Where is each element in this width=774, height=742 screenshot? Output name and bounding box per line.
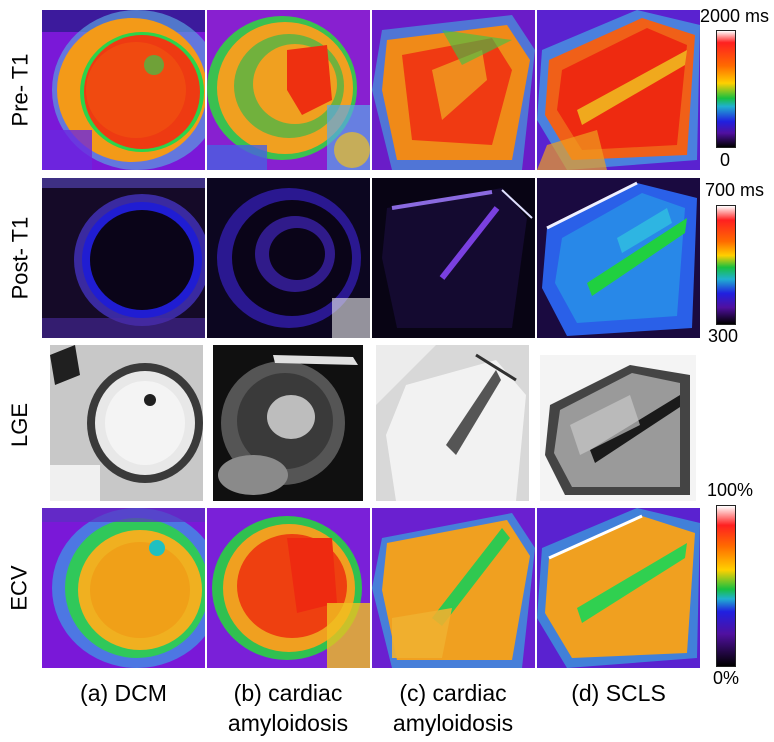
ecv-colorbar-max: 100% [707, 480, 754, 500]
column-label-line2: amyloidosis [227, 710, 349, 736]
column-label-amyloidosis-2: (c) cardiac amyloidosis [368, 678, 538, 738]
column-label-line2: amyloidosis [392, 710, 514, 736]
column-label-line1: (d) SCLS [571, 680, 666, 706]
pre-t1-colorbar-max: 2000 ms [700, 6, 770, 26]
column-label-line1: (b) cardiac [233, 680, 343, 706]
column-label-dcm: (a) DCM [42, 678, 205, 708]
row-label-text: LGE [7, 402, 32, 448]
ecv-colorbar-min: 0% [713, 668, 740, 688]
column-label-amyloidosis-1: (b) cardiac amyloidosis [203, 678, 373, 738]
post-t1-colorbar-max: 700 ms [705, 180, 765, 200]
column-label-line1: (c) cardiac [399, 680, 507, 706]
row-label-pre-t1: Pre- T1 [0, 10, 40, 170]
pre-t1-image-amyloidosis-short-axis [207, 10, 370, 170]
lge-image-amyloidosis-four-chamber [376, 345, 529, 501]
ecv-image-amyloidosis-short-axis [207, 508, 370, 668]
pre-t1-image-amyloidosis-four-chamber [372, 10, 535, 170]
row-label-text: ECV [7, 565, 32, 611]
ecv-image-dcm [42, 508, 205, 668]
column-label-line1: (a) DCM [80, 680, 167, 706]
row-label-post-t1: Post- T1 [0, 178, 40, 338]
row-label-text: Post- T1 [7, 216, 32, 300]
post-t1-image-dcm [42, 178, 205, 338]
ecv-image-amyloidosis-four-chamber [372, 508, 535, 668]
post-t1-colorbar [716, 205, 736, 325]
post-t1-image-amyloidosis-four-chamber [372, 178, 535, 338]
pre-t1-colorbar-min: 0 [720, 150, 731, 170]
lge-image-dcm [50, 345, 203, 501]
column-label-scls: (d) SCLS [537, 678, 700, 708]
pre-t1-colorbar [716, 30, 736, 148]
ecv-image-scls [537, 508, 700, 668]
post-t1-image-amyloidosis-short-axis [207, 178, 370, 338]
pre-t1-image-scls [537, 10, 700, 170]
pre-t1-image-dcm [42, 10, 205, 170]
row-label-lge: LGE [0, 345, 40, 505]
post-t1-image-scls [537, 178, 700, 338]
post-t1-colorbar-min: 300 [708, 326, 739, 346]
lge-image-scls [540, 355, 696, 501]
ecv-colorbar [716, 505, 736, 667]
lge-image-amyloidosis-short-axis [213, 345, 363, 501]
row-label-text: Pre- T1 [7, 53, 33, 127]
row-label-ecv: ECV [0, 508, 40, 668]
